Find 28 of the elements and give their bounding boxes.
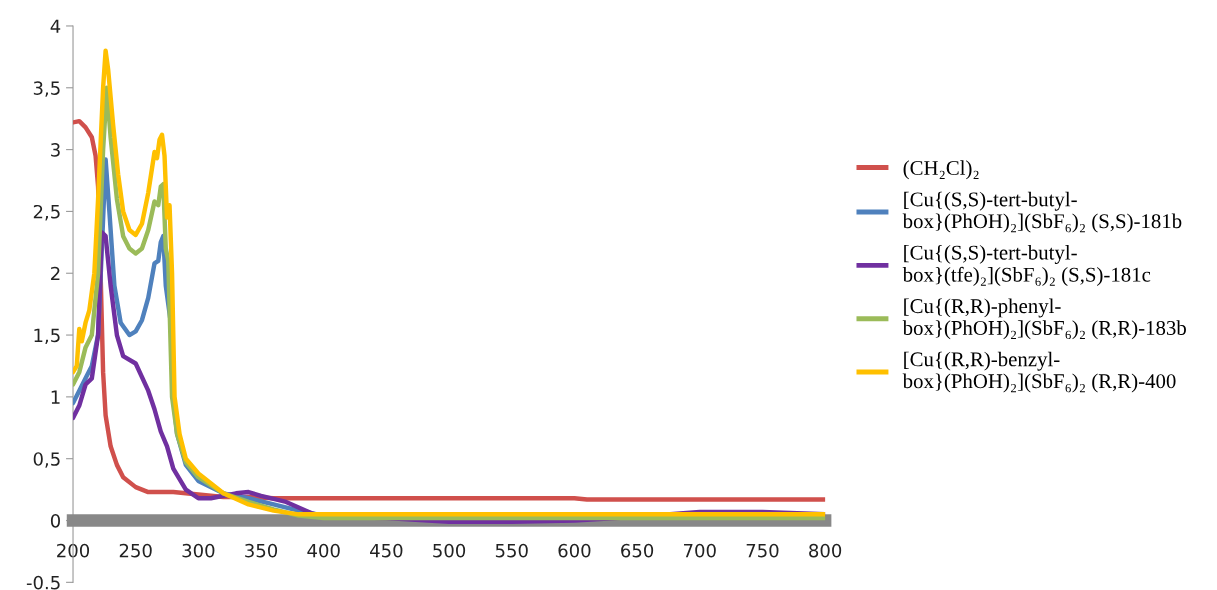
y-tick-label: 3,5: [33, 81, 60, 97]
x-tick-label: 250: [119, 543, 152, 558]
x-tick-label: 300: [182, 543, 215, 558]
y-tick-label: 1: [51, 390, 60, 404]
y-tick-label: 1,5: [34, 328, 60, 345]
x-tick-label: 700: [684, 543, 716, 558]
x-tick-label: 450: [370, 543, 403, 558]
y-tick-label: 2,5: [33, 204, 60, 221]
x-tick-label: 650: [621, 543, 654, 558]
x-tick-label: 550: [495, 543, 528, 558]
x-tick-label: 750: [746, 543, 779, 558]
x-tick-label: 400: [307, 543, 340, 558]
y-tick-label: 4: [50, 19, 61, 33]
x-tick-label: 800: [809, 543, 842, 558]
y-tick-label: -0.5: [26, 575, 60, 590]
x-tick-label: 350: [245, 543, 278, 558]
legend-label: (CH₂Cl)₂: [903, 160, 979, 180]
y-tick-label: 2: [51, 266, 60, 281]
legend-label: [Cu{(R,R)-benzyl- box}(PhOH)₂](SbF₆)₂ (R,R)-400: [902, 351, 1176, 393]
y-tick-label: 0,5: [33, 452, 60, 468]
legend-label: [Cu{(S,S)-tert-butyl- box}(PhOH)₂](SbF₆)₂ (S,S)-181b: [902, 191, 1182, 233]
y-tick-label: 3: [51, 143, 60, 157]
legend-label: [Cu{(S,S)-tert-butyl- box}(tfe)₂](SbF₆)₂ (S,S)-181c: [902, 244, 1151, 286]
legend-label: [Cu{(R,R)-phenyl- box}(PhOH)₂](SbF₆)₂ (R,R)-183b: [902, 298, 1186, 340]
x-tick-label: 500: [433, 543, 466, 558]
y-tick-label: 0: [50, 513, 61, 528]
x-tick-label: 200: [57, 543, 90, 558]
x-tick-label: 600: [558, 543, 591, 558]
